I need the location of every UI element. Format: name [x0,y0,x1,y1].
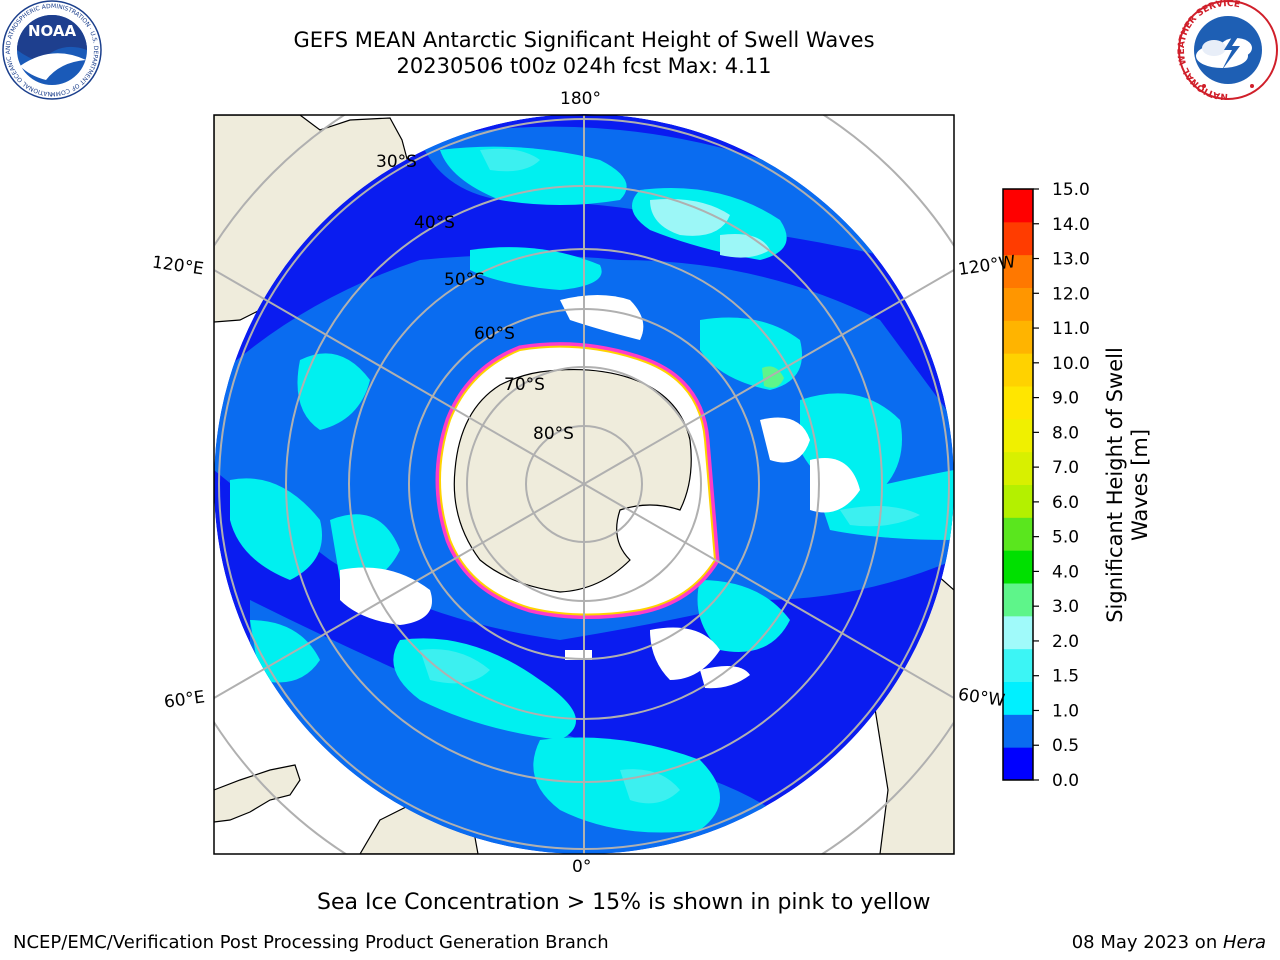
lat-label-80s: 80°S [533,424,574,444]
colorbar-tick-label: 8.0 [1052,423,1079,443]
antarctica [453,368,692,593]
noaa-logo: NATIONAL OCEANIC AND ATMOSPHERIC ADMINIS… [0,0,102,100]
colorbar-tick-label: 11.0 [1052,319,1090,339]
colorbar-tick-label: 14.0 [1052,215,1090,235]
colorbar-block [1003,517,1033,551]
colorbar-block [1003,386,1033,420]
colorbar-tick-label: 4.0 [1052,562,1079,582]
colorbar-tick-label: 12.0 [1052,284,1090,304]
colorbar-block [1003,714,1033,748]
colorbar-block [1003,320,1033,354]
colorbar-block [1003,747,1033,781]
colorbar-block [1003,615,1033,650]
colorbar-block [1003,189,1033,223]
colorbar-tick-label: 15.0 [1052,180,1090,200]
map-frame [213,114,955,855]
noaa-logo-text: NOAA [28,22,77,40]
lat-label-70s: 70°S [504,375,545,395]
colorbar-block [1003,550,1033,584]
footer-branch: NCEP/EMC/Verification Post Processing Pr… [13,932,609,953]
colorbar-block [1003,681,1033,715]
graticule [214,115,954,854]
colorbar-tick-label: 0.0 [1052,771,1079,791]
colorbar-tick-label: 5.0 [1052,528,1079,548]
colorbar-label-line2: Waves [m] [1128,428,1152,542]
lat-label-40s: 40°S [414,213,455,233]
colorbar-tick-label: 7.0 [1052,458,1079,478]
colorbar-block [1003,484,1033,518]
sea-ice-caption: Sea Ice Concentration > 15% is shown in … [317,890,931,915]
lat-label-60s: 60°S [474,324,515,344]
lon-label-180: 180° [560,89,601,109]
colorbar-block [1003,353,1033,387]
colorbar-tick-label: 1.0 [1052,701,1079,721]
colorbar-label: Significant Height of Swell Waves [m] [1103,347,1153,623]
colorbar-block [1003,221,1033,256]
colorbar-block [1003,648,1033,682]
colorbar-block [1003,287,1033,321]
lon-label-0: 0° [572,857,592,877]
lat-label-50s: 50°S [444,270,485,290]
colorbar-tick-label: 9.0 [1052,389,1079,409]
map-subtitle: 20230506 t00z 024h fcst Max: 4.11 [396,54,772,78]
footer-date-text: 08 May 2023 on [1071,932,1223,953]
colorbar-block [1003,254,1033,288]
colorbar-tick-label: 0.5 [1052,736,1079,756]
colorbar-tick-label: 2.0 [1052,632,1079,652]
colorbar-tick-label: 10.0 [1052,354,1090,374]
lat-label-30s: 30°S [376,152,417,172]
colorbar: 15.0 14.0 13.0 12.0 11.0 10.0 9.0 8.0 7.0 6.0 5.0 4… [1002,180,1090,791]
colorbar-block [1003,583,1033,617]
colorbar-tick-label: 1.5 [1052,667,1079,687]
colorbar-tick-label: 3.0 [1052,597,1079,617]
map-title: GEFS MEAN Antarctic Significant Height o… [293,28,875,52]
colorbar-tick-label: 13.0 [1052,250,1090,270]
colorbar-tick-label: 6.0 [1052,493,1079,513]
colorbar-label-line1: Significant Height of Swell [1103,347,1127,623]
colorbar-block [1003,418,1033,453]
footer-host: Hera [1222,932,1266,953]
footer-date: 08 May 2023 on Hera [1072,932,1266,953]
colorbar-block [1003,451,1033,485]
nws-logo: NATIONAL WEATHER SERVICE [1177,0,1278,100]
